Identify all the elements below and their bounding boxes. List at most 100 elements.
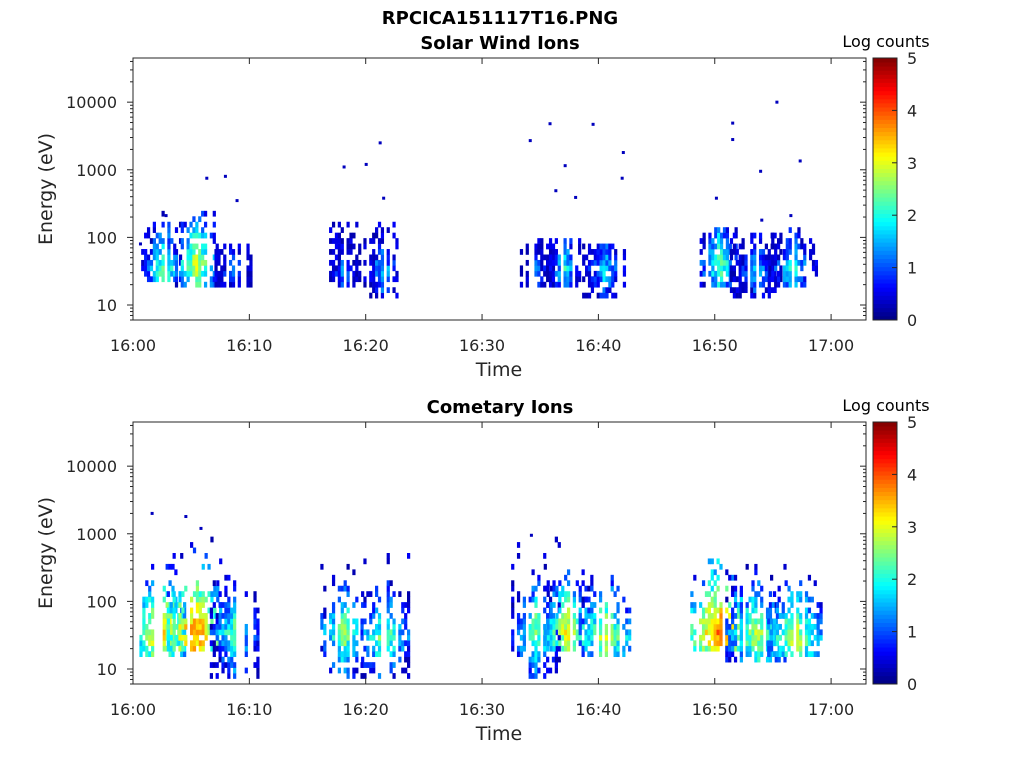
heatmap-cell bbox=[704, 618, 709, 625]
heatmap-cell bbox=[751, 629, 755, 636]
heatmap-cell bbox=[204, 623, 208, 630]
heatmap-cell bbox=[158, 249, 162, 255]
heatmap-cell bbox=[528, 629, 532, 636]
heatmap-cell bbox=[719, 634, 723, 641]
heatmap-cell bbox=[237, 276, 241, 283]
heatmap-cell bbox=[799, 645, 803, 652]
heatmap-cell bbox=[198, 216, 202, 223]
heatmap-cell bbox=[690, 591, 694, 597]
colorbar-segment bbox=[873, 164, 897, 169]
heatmap-cell bbox=[764, 287, 768, 294]
heatmap-cell bbox=[172, 613, 176, 619]
heatmap-cell bbox=[554, 259, 558, 266]
heatmap-cell bbox=[201, 596, 205, 603]
heatmap-cell bbox=[161, 276, 165, 283]
heatmap-cell bbox=[741, 254, 745, 261]
heatmap-cell bbox=[231, 254, 236, 261]
heatmap-cell bbox=[363, 243, 367, 250]
heatmap-cell bbox=[761, 292, 766, 299]
heatmap-cell bbox=[741, 238, 745, 244]
colorbar-segment bbox=[873, 160, 897, 165]
heatmap-cell bbox=[772, 640, 777, 647]
heatmap-cell bbox=[764, 254, 768, 261]
heatmap-cell bbox=[593, 249, 597, 255]
heatmap-cell bbox=[201, 254, 205, 261]
heatmap-cell bbox=[190, 596, 194, 603]
heatmap-cell bbox=[141, 259, 145, 266]
heatmap-cell bbox=[614, 265, 618, 272]
heatmap-cell bbox=[774, 259, 778, 266]
heatmap-cell bbox=[760, 645, 764, 652]
heatmap-cell bbox=[534, 662, 538, 668]
heatmap-cell bbox=[764, 276, 768, 283]
heatmap-cell bbox=[808, 254, 813, 261]
heatmap-cell bbox=[192, 618, 197, 625]
data-point bbox=[378, 141, 382, 145]
heatmap-cell bbox=[230, 613, 234, 619]
heatmap-cell bbox=[732, 270, 736, 277]
heatmap-cell bbox=[572, 629, 577, 636]
heatmap-cell bbox=[192, 591, 197, 597]
heatmap-cell bbox=[787, 645, 791, 652]
heatmap-cell bbox=[346, 634, 350, 641]
heatmap-cell bbox=[699, 249, 703, 255]
heatmap-cell bbox=[198, 270, 202, 277]
heatmap-cell bbox=[713, 602, 717, 608]
heatmap-cell bbox=[511, 634, 515, 641]
colorbar-segment bbox=[873, 217, 897, 223]
heatmap-cell bbox=[531, 591, 535, 597]
heatmap-cell bbox=[161, 238, 165, 244]
heatmap-cell bbox=[231, 249, 236, 255]
colorbar-segment bbox=[873, 86, 897, 92]
heatmap-cell bbox=[166, 607, 170, 614]
heatmap-cell bbox=[717, 238, 721, 244]
data-point bbox=[235, 199, 239, 203]
heatmap-cell bbox=[590, 623, 594, 630]
heatmap-cell bbox=[554, 281, 558, 288]
heatmap-cell bbox=[598, 645, 603, 652]
heatmap-cell bbox=[800, 281, 804, 288]
heatmap-cell bbox=[195, 227, 199, 233]
heatmap-cell bbox=[224, 651, 228, 658]
heatmap-cell bbox=[608, 243, 612, 250]
colorbar-segment bbox=[873, 471, 897, 476]
heatmap-cell bbox=[149, 238, 154, 244]
heatmap-cell bbox=[346, 618, 350, 625]
heatmap-cell bbox=[230, 640, 234, 647]
heatmap-cell bbox=[807, 629, 812, 636]
heatmap-cell bbox=[233, 673, 237, 679]
heatmap-cell bbox=[227, 667, 231, 674]
heatmap-cell bbox=[725, 634, 729, 641]
heatmap-cell bbox=[543, 265, 547, 272]
heatmap-cell bbox=[170, 259, 174, 266]
heatmap-cell bbox=[233, 623, 237, 630]
heatmap-cell bbox=[773, 232, 777, 239]
colorbar-segment bbox=[873, 532, 897, 538]
heatmap-cell bbox=[714, 232, 718, 239]
heatmap-cell bbox=[233, 602, 237, 608]
heatmap-cell bbox=[725, 227, 730, 233]
colorbar-segment bbox=[873, 544, 897, 550]
heatmap-cell bbox=[804, 613, 809, 619]
heatmap-cell bbox=[169, 602, 173, 608]
heatmap-cell bbox=[605, 292, 609, 299]
heatmap-cell bbox=[337, 651, 341, 658]
heatmap-cell bbox=[602, 265, 606, 272]
heatmap-cell bbox=[701, 645, 706, 652]
heatmap-cell bbox=[596, 276, 600, 283]
heatmap-cell bbox=[750, 259, 754, 266]
heatmap-cell bbox=[794, 232, 798, 239]
heatmap-cell bbox=[340, 656, 344, 663]
heatmap-cell bbox=[761, 259, 766, 266]
heatmap-cell bbox=[139, 651, 143, 658]
heatmap-cell bbox=[355, 656, 359, 663]
heatmap-cell bbox=[569, 259, 573, 266]
heatmap-cell bbox=[768, 259, 772, 266]
heatmap-cell bbox=[352, 634, 356, 641]
heatmap-cell bbox=[139, 634, 143, 641]
heatmap-cell bbox=[224, 607, 228, 614]
heatmap-cell bbox=[725, 607, 729, 614]
heatmap-cell bbox=[693, 629, 697, 636]
heatmap-cell bbox=[785, 243, 789, 250]
heatmap-cell bbox=[511, 580, 515, 587]
